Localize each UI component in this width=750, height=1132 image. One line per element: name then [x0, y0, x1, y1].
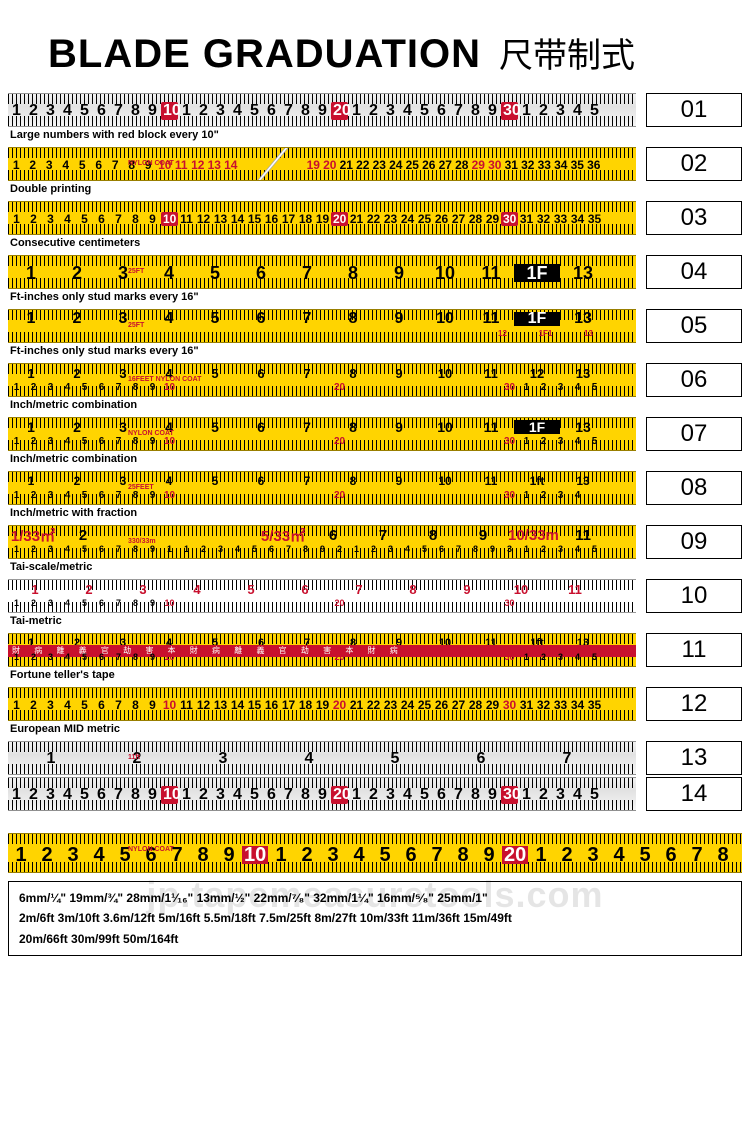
- tape-caption: Tai-scale/metric: [10, 561, 636, 573]
- tape-id-box: 14: [646, 777, 742, 811]
- tape-blade: 123456711ft: [8, 741, 636, 775]
- tape-caption: Ft-inches only stud marks every 16": [10, 291, 636, 303]
- tape-rows: 12345678910123456789201234567893012345 L…: [0, 87, 750, 823]
- tape-id-box: 07: [646, 417, 742, 451]
- tape-caption: Tai-metric: [10, 615, 636, 627]
- tape-blade: 12345678910111F1325FT: [8, 255, 636, 289]
- tape-id-box: 08: [646, 471, 742, 505]
- tape-id-box: 11: [646, 633, 742, 667]
- tape-caption: Inch/metric combination: [10, 399, 636, 411]
- tape-blade: 123456789101234567892012345678NYLON COAT: [8, 833, 742, 873]
- tape-caption: Inch/metric with fraction: [10, 507, 636, 519]
- tape-row: 12345678910123456789201234567893012345 1…: [8, 777, 742, 811]
- tape-row: 12345678910111ft13財 病 離 義 官 劫 害 本 財 病 離 …: [8, 633, 742, 685]
- tape-id-box: 02: [646, 147, 742, 181]
- tape-id-box: 04: [646, 255, 742, 289]
- tape-blade: 12345678910111ft13123456789102030123425F…: [8, 471, 636, 505]
- tape-row: 12345678910111F1312345678910203012345NYL…: [8, 417, 742, 469]
- spec-box: 6mm/¼" 19mm/¾" 28mm/1¹⁄₁₆" 13mm/½" 22mm/…: [8, 881, 742, 956]
- tape-blade: 1234567891011121314192021222324252627282…: [8, 147, 636, 181]
- tape-id-box: 09: [646, 525, 742, 559]
- tape-blade: 1234567891011123456789102030: [8, 579, 636, 613]
- tape-row: 123456789101112131234567891020301234516F…: [8, 363, 742, 415]
- tape-blade: 12345678910123456789201234567893012345: [8, 93, 636, 127]
- tape-row: 123456711ft 13: [8, 741, 742, 775]
- title-chinese: 尺带制式: [499, 28, 635, 77]
- tape-blade: 12345678910111F1312345678910203012345NYL…: [8, 417, 636, 451]
- spec-line-3: 20m/66ft 30m/99ft 50m/164ft: [19, 929, 731, 949]
- tape-id-box: 03: [646, 201, 742, 235]
- title-english: BLADE GRADUATION: [48, 32, 481, 77]
- tape-caption: Double printing: [10, 183, 636, 195]
- spec-line-2: 2m/6ft 3m/10ft 3.6m/12ft 5m/16ft 5.5m/18…: [19, 908, 731, 928]
- tape-blade: 12345678910111ft13財 病 離 義 官 劫 害 本 財 病 離 …: [8, 633, 636, 667]
- tape-id-box: 12: [646, 687, 742, 721]
- tape-row: 12345678910111F1325FT Ft-inches only stu…: [8, 255, 742, 307]
- tape-blade: 1/33㎡25/33㎡678910/33m1112345678911234567…: [8, 525, 636, 559]
- tape-row: 1234567891011121314192021222324252627282…: [8, 147, 742, 199]
- tape-row: 1234567891011121314151617181920212223242…: [8, 201, 742, 253]
- tape-blade: 12345678910111F13121F11325FT: [8, 309, 636, 343]
- tape-caption: Consecutive centimeters: [10, 237, 636, 249]
- tape-id-box: 01: [646, 93, 742, 127]
- tape-row: 1234567891011121314151617181920212223242…: [8, 687, 742, 739]
- tape-row: 1/33㎡25/33㎡678910/33m1112345678911234567…: [8, 525, 742, 577]
- tape-blade: 123456789101112131234567891020301234516F…: [8, 363, 636, 397]
- tape-caption: Fortune teller's tape: [10, 669, 636, 681]
- tape-caption: Large numbers with red block every 10": [10, 129, 636, 141]
- tape-id-box: 10: [646, 579, 742, 613]
- tape-blade: 1234567891011121314151617181920212223242…: [8, 201, 636, 235]
- tape-row: 12345678910123456789201234567893012345 L…: [8, 93, 742, 145]
- tape-caption: Inch/metric combination: [10, 453, 636, 465]
- footer-tape: 123456789101234567892012345678NYLON COAT: [8, 833, 742, 873]
- tape-row: 1234567891011123456789102030 Tai-metric …: [8, 579, 742, 631]
- tape-row: 12345678910111F13121F11325FT Ft-inches o…: [8, 309, 742, 361]
- tape-caption: Ft-inches only stud marks every 16": [10, 345, 636, 357]
- tape-blade: 1234567891011121314151617181920212223242…: [8, 687, 636, 721]
- tape-row: 12345678910111ft13123456789102030123425F…: [8, 471, 742, 523]
- tape-blade: 12345678910123456789201234567893012345: [8, 777, 636, 811]
- tape-id-box: 06: [646, 363, 742, 397]
- tape-id-box: 05: [646, 309, 742, 343]
- tape-caption: European MID metric: [10, 723, 636, 735]
- tape-id-box: 13: [646, 741, 742, 775]
- spec-line-1: 6mm/¼" 19mm/¾" 28mm/1¹⁄₁₆" 13mm/½" 22mm/…: [19, 888, 731, 908]
